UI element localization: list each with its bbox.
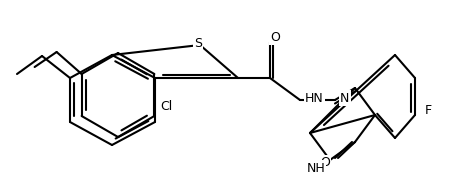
Text: O: O (270, 31, 280, 44)
Text: N: N (340, 92, 350, 104)
Text: HN: HN (305, 92, 324, 104)
Text: F: F (425, 103, 432, 116)
Text: O: O (320, 156, 330, 170)
Text: NH: NH (306, 162, 325, 174)
Text: S: S (194, 36, 202, 50)
Text: Cl: Cl (160, 100, 172, 113)
